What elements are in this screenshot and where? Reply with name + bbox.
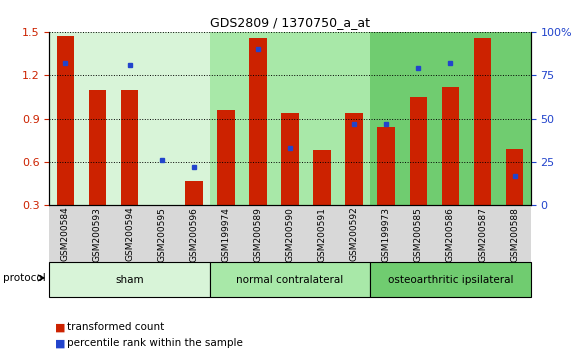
Bar	[441, 87, 459, 205]
Text: osteoarthritic ipsilateral: osteoarthritic ipsilateral	[387, 275, 513, 285]
Bar	[249, 38, 267, 205]
Bar	[121, 90, 139, 205]
Bar	[378, 127, 395, 205]
Bar	[89, 90, 106, 205]
Text: protocol: protocol	[3, 273, 46, 283]
Bar	[49, 32, 210, 205]
Text: ■: ■	[55, 338, 66, 348]
Bar	[409, 97, 427, 205]
Bar	[474, 38, 491, 205]
Bar	[185, 181, 202, 205]
Bar	[217, 110, 235, 205]
Bar	[210, 32, 370, 205]
Bar	[370, 32, 531, 205]
Title: GDS2809 / 1370750_a_at: GDS2809 / 1370750_a_at	[210, 16, 370, 29]
Bar	[313, 150, 331, 205]
Bar	[506, 149, 524, 205]
Bar	[345, 113, 363, 205]
Text: transformed count: transformed count	[67, 322, 164, 332]
Text: sham: sham	[115, 275, 144, 285]
Bar	[56, 36, 74, 205]
Text: percentile rank within the sample: percentile rank within the sample	[67, 338, 242, 348]
Bar	[281, 113, 299, 205]
Text: normal contralateral: normal contralateral	[237, 275, 343, 285]
Text: ■: ■	[55, 322, 66, 332]
